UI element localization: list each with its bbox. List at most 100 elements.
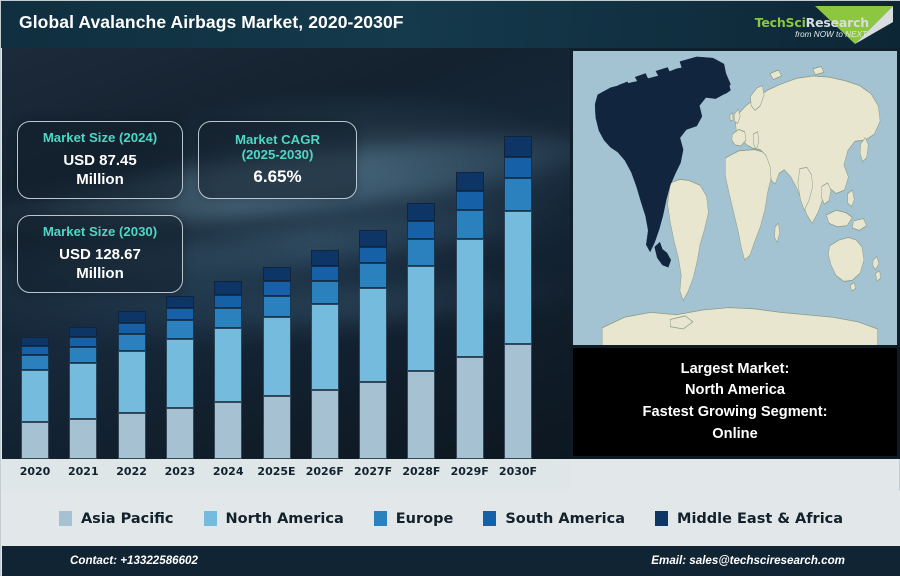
bar-segment (21, 337, 49, 347)
x-axis-tick-label: 2021 (67, 465, 99, 478)
legend-swatch-icon (203, 511, 217, 526)
bar-segment (310, 250, 339, 266)
x-axis-labels: 2020 2021 2022 2023 2024 2025E 2026F 2027F 2028F… (2, 459, 570, 491)
world-map (573, 51, 897, 348)
chart-bar (407, 203, 436, 459)
chart-bar (359, 229, 388, 459)
bar-segment (455, 238, 484, 358)
bar-segment (69, 362, 98, 419)
bar-segment (165, 339, 194, 408)
market-size-2024-value: USD 87.45 Million (63, 151, 137, 189)
footer-bar: Contact: +13322586602 Email: sales@techs… (2, 546, 900, 576)
bar-segment (117, 350, 146, 414)
bar-segment (69, 337, 98, 348)
bar-segment (69, 347, 98, 363)
bar-segment (310, 389, 339, 459)
bar-segment (455, 357, 484, 459)
market-size-2024-label: Market Size (2024) (42, 130, 158, 146)
x-axis-tick-label: 2022 (116, 465, 147, 478)
x-axis-tick-label: 2023 (164, 465, 196, 478)
market-cagr-card: Market CAGR (2025-2030) 6.65% (198, 121, 357, 199)
bar-segment (359, 263, 388, 288)
bar-segment (214, 308, 243, 329)
bar-segment (117, 311, 146, 323)
legend-label: Middle East & Africa (677, 510, 844, 527)
bar-segment (117, 322, 146, 334)
fastest-segment-value: Online (712, 425, 758, 442)
bar-segment (262, 396, 291, 459)
bar-segment (359, 381, 388, 459)
bar-segment (455, 209, 484, 239)
legend-label: North America (225, 510, 344, 527)
bar-segment (21, 369, 49, 423)
bar-segment (165, 407, 194, 459)
market-cagr-label: Market CAGR (2025-2030) (234, 131, 320, 163)
footer-email: Email: sales@techsciresearch.com (651, 554, 845, 567)
market-size-2030-value: USD 128.67 Million (59, 245, 141, 283)
chart-bar (214, 281, 243, 459)
legend-item-south-america[interactable]: South America (483, 511, 625, 527)
bar-segment (165, 320, 194, 340)
bar-segment (504, 178, 532, 211)
market-size-2024-card: Market Size (2024) USD 87.45 Million (17, 121, 183, 199)
bar-segment (407, 220, 436, 239)
techsci-research-logo: TechSciResearch from NOW to NEXT (719, 2, 897, 47)
bar-segment (359, 287, 388, 382)
bar-segment (310, 303, 339, 390)
chart-panel: Market Size (2024) USD 87.45 Million Mark… (2, 48, 570, 459)
bar-segment (504, 136, 532, 158)
world-map-panel (570, 48, 900, 348)
logo-tagline: from NOW to NEXT (795, 30, 867, 39)
legend-item-asia-pacific[interactable]: Asia Pacific (58, 511, 174, 527)
logo-research-text: Research (805, 15, 870, 30)
key-findings-text: Largest Market: North America Fastest Gr… (573, 348, 897, 456)
footer-contact: Contact: +13322586602 (70, 554, 198, 567)
bar-segment (407, 238, 436, 266)
x-axis-tick-label: 2028F (402, 465, 441, 478)
chart-bar (262, 266, 291, 459)
bar-segment (21, 346, 49, 356)
page-title: Global Avalanche Airbags Market, 2020-20… (19, 12, 404, 32)
legend-label: Europe (395, 510, 454, 527)
x-axis-tick-label: 2027F (354, 465, 393, 478)
bar-segment (310, 281, 339, 304)
legend-item-europe[interactable]: Europe (373, 510, 454, 527)
market-cagr-value: 6.65% (253, 167, 302, 187)
bar-segment (117, 333, 146, 351)
x-axis-tick-label: 2029F (450, 465, 489, 478)
chart-bar (21, 337, 49, 459)
bar-segment (504, 157, 532, 179)
bar-segment (262, 281, 291, 296)
fastest-segment-label: Fastest Growing Segment: (642, 404, 828, 420)
bar-segment (214, 401, 243, 459)
chart-bar (117, 311, 146, 459)
bar-segment (69, 418, 98, 459)
bar-segment (165, 308, 194, 321)
logo-wordmark: TechSciResearch (755, 15, 869, 30)
legend-swatch-icon (655, 511, 669, 526)
x-axis-tick-label: 2020 (19, 465, 51, 478)
legend-item-middle-east-africa[interactable]: Middle East & Africa (655, 511, 843, 527)
bar-segment (214, 328, 243, 402)
chart-bar (504, 136, 532, 459)
bar-segment (407, 203, 436, 221)
bar-segment (455, 190, 484, 210)
legend-swatch-icon (483, 511, 497, 526)
bar-segment (262, 317, 291, 397)
bar-segment (262, 266, 291, 282)
bar-segment (359, 229, 388, 247)
x-axis-tick-label: 2026F (305, 465, 344, 478)
legend-swatch-icon (58, 511, 72, 526)
x-axis-tick-label: 2024 (212, 465, 244, 478)
market-size-2030-card: Market Size (2030) USD 128.67 Million (17, 215, 183, 293)
bar-segment (214, 294, 243, 309)
chart-bar (69, 327, 98, 459)
legend-item-north-america[interactable]: North America (203, 510, 344, 527)
chart-legend: Asia Pacific North America Europe South Ame… (2, 491, 900, 546)
bar-segment (214, 281, 243, 295)
bar-segment (21, 355, 49, 370)
legend-label: South America (505, 510, 626, 527)
bar-segment (504, 343, 532, 459)
bar-segment (165, 295, 194, 309)
